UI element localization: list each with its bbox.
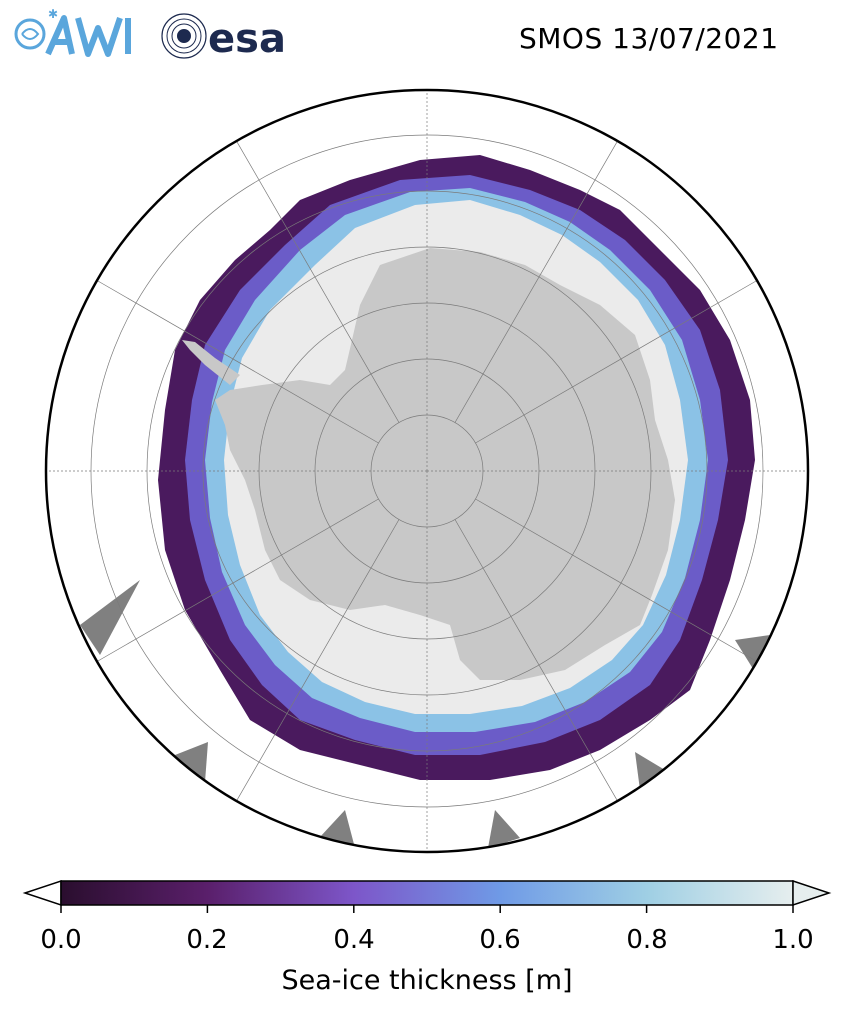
meridian-lines: [46, 90, 808, 852]
meridian-line: [236, 519, 400, 802]
colorbar-tick: 0.6: [479, 925, 521, 955]
map-title: SMOS 13/07/2021: [519, 22, 779, 55]
colorbar-tick: 0.8: [626, 925, 668, 955]
colorbar-max-extend: [792, 879, 832, 907]
colorbar: [22, 879, 832, 913]
map-boundary: [44, 88, 810, 854]
no-data-wedges: [80, 580, 770, 848]
colorbar-label: Sea-ice thickness [m]: [281, 965, 573, 996]
meridian-line: [475, 280, 758, 444]
meridian-line: [236, 140, 400, 423]
meridian-line: [96, 280, 379, 444]
meridian-line: [454, 140, 618, 423]
antarctica-land: [215, 248, 675, 680]
esa-logo: esa: [161, 13, 286, 62]
meridian-line: [96, 498, 379, 662]
svg-text:esa: esa: [208, 16, 286, 62]
meridian-line: [454, 519, 618, 802]
logo-group: ✱ esa: [14, 7, 286, 62]
colorbar-tick: 0.2: [186, 925, 228, 955]
sea-ice-map: [44, 88, 810, 854]
colorbar-min-extend: [22, 879, 62, 907]
colorbar-tick: 1.0: [772, 925, 814, 955]
colorbar-tick: 0.4: [333, 925, 375, 955]
svg-text:✱: ✱: [48, 7, 58, 21]
awi-logo: ✱: [14, 7, 131, 57]
colorbar-gradient: [60, 880, 794, 906]
meridian-line: [475, 498, 758, 662]
colorbar-tick: 0.0: [40, 925, 82, 955]
